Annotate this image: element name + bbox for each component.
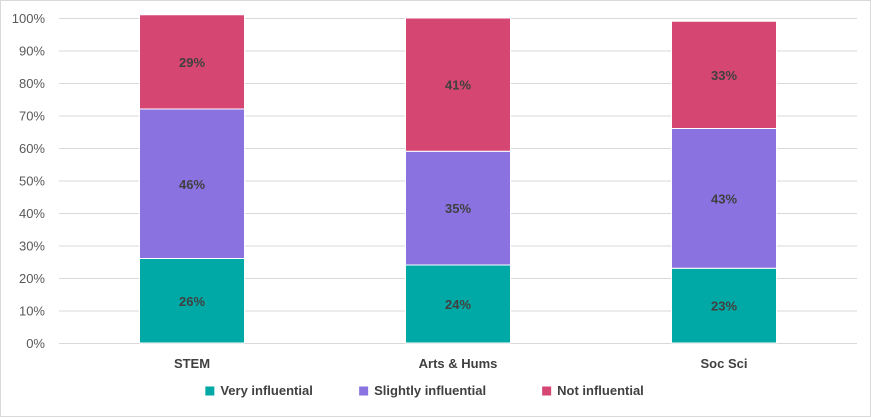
data-label: 46% (179, 177, 205, 192)
legend-swatch (205, 386, 215, 396)
bar-segment (139, 108, 245, 259)
legend-item: Very influential (205, 383, 313, 398)
data-label: 24% (445, 297, 471, 312)
data-label: 43% (711, 191, 737, 206)
y-tick-label: 100% (12, 11, 46, 26)
legend-label: Slightly influential (374, 383, 486, 398)
bar-segment (671, 20, 777, 129)
y-tick-label: 60% (19, 141, 45, 156)
data-labels: 26% 46% 29% 24% 35% 41% 23% 43% 33% (179, 55, 737, 314)
y-axis-tick-labels: 0% 10% 20% 30% 40% 50% 60% 70% 80% 90% 100% (12, 11, 46, 351)
bar-segment (671, 128, 777, 269)
legend-item: Not influential (542, 383, 644, 398)
bar-segment (405, 150, 511, 266)
y-tick-label: 40% (19, 206, 45, 221)
y-tick-label: 90% (19, 44, 45, 59)
bar-segment (139, 258, 245, 344)
legend-swatch (542, 386, 552, 396)
y-tick-label: 80% (19, 76, 45, 91)
x-axis-category-labels: STEM Arts & Hums Soc Sci (174, 356, 748, 371)
data-label: 26% (179, 294, 205, 309)
y-tick-label: 20% (19, 271, 45, 286)
bar-segment (671, 267, 777, 344)
legend: Very influential Slightly influential Not … (205, 383, 644, 398)
data-label: 29% (179, 55, 205, 70)
y-tick-label: 30% (19, 239, 45, 254)
y-tick-label: 70% (19, 109, 45, 124)
data-label: 33% (711, 68, 737, 83)
data-label: 23% (711, 299, 737, 314)
legend-label: Very influential (220, 383, 312, 398)
data-label: 35% (445, 201, 471, 216)
bar-segment (139, 14, 245, 110)
x-category-label: STEM (174, 356, 210, 371)
data-label: 41% (445, 78, 471, 93)
legend-swatch (359, 386, 369, 396)
y-tick-label: 0% (26, 336, 45, 351)
bars (139, 14, 777, 344)
x-category-label: Soc Sci (701, 356, 748, 371)
y-tick-label: 10% (19, 304, 45, 319)
x-category-label: Arts & Hums (419, 356, 498, 371)
legend-label: Not influential (557, 383, 644, 398)
y-tick-label: 50% (19, 174, 45, 189)
legend-item: Slightly influential (359, 383, 486, 398)
bar-segment (405, 17, 511, 152)
